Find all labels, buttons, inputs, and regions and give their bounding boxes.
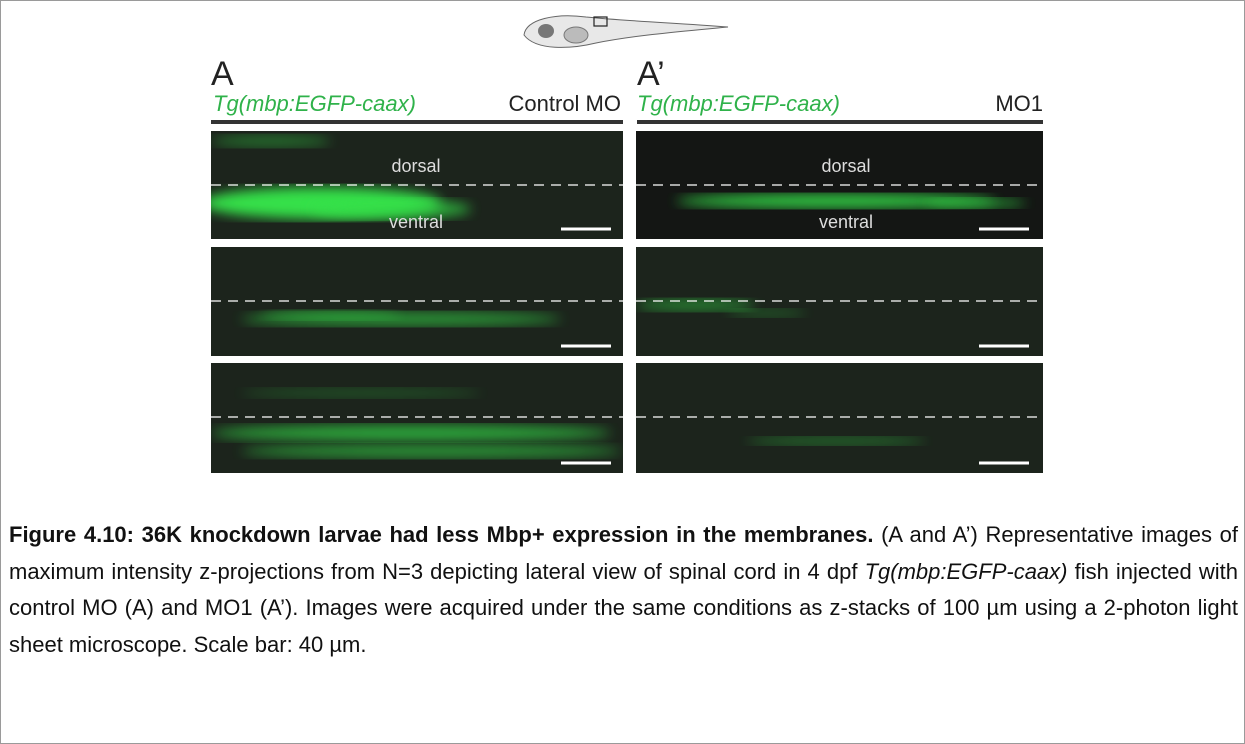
micrograph xyxy=(636,363,1043,473)
header-rule xyxy=(211,120,623,124)
ventral-label: ventral xyxy=(818,212,874,232)
caption-text: (A and A’) Representative images of maxi… xyxy=(9,522,1238,584)
micrograph xyxy=(211,131,623,239)
panel-label: A’ xyxy=(637,55,665,93)
larva-illustration xyxy=(523,15,729,48)
caption-title: Figure 4.10: 36K knockdown larvae had le… xyxy=(9,522,874,547)
transgene-label: Tg(mbp:EGFP-caax) xyxy=(213,91,416,116)
figure-caption: Figure 4.10: 36K knockdown larvae had le… xyxy=(9,517,1238,663)
condition-label: MO1 xyxy=(995,91,1043,116)
micrograph xyxy=(211,363,623,473)
dorsal-label: dorsal xyxy=(391,156,441,176)
micrograph xyxy=(636,131,1043,239)
header-rule xyxy=(637,120,1043,124)
micrograph xyxy=(211,247,623,356)
condition-label: Control MO xyxy=(508,91,621,116)
caption-transgene: Tg(mbp:EGFP-caax) xyxy=(864,558,1068,584)
transgene-label: Tg(mbp:EGFP-caax) xyxy=(637,91,840,116)
ventral-label: ventral xyxy=(388,212,444,232)
caption-text: fish injected with control MO (A) and MO… xyxy=(9,558,1238,657)
panel-label: A xyxy=(211,55,234,93)
dorsal-label: dorsal xyxy=(821,156,871,176)
micrograph xyxy=(636,247,1043,356)
